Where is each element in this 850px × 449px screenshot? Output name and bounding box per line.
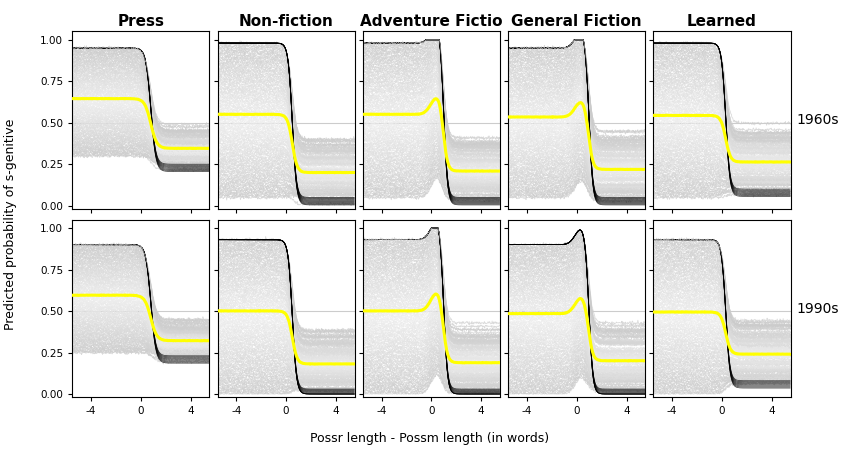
Title: Non-fiction: Non-fiction [239,14,333,29]
Title: General Fiction: General Fiction [512,14,642,29]
Title: Learned: Learned [687,14,756,29]
Title: Adventure Fictio: Adventure Fictio [360,14,502,29]
Text: 1990s: 1990s [796,302,839,316]
Text: 1960s: 1960s [796,113,839,127]
Text: Possr length - Possm length (in words): Possr length - Possm length (in words) [309,431,549,445]
Title: Press: Press [117,14,164,29]
Text: Predicted probability of s-genitive: Predicted probability of s-genitive [4,119,17,330]
